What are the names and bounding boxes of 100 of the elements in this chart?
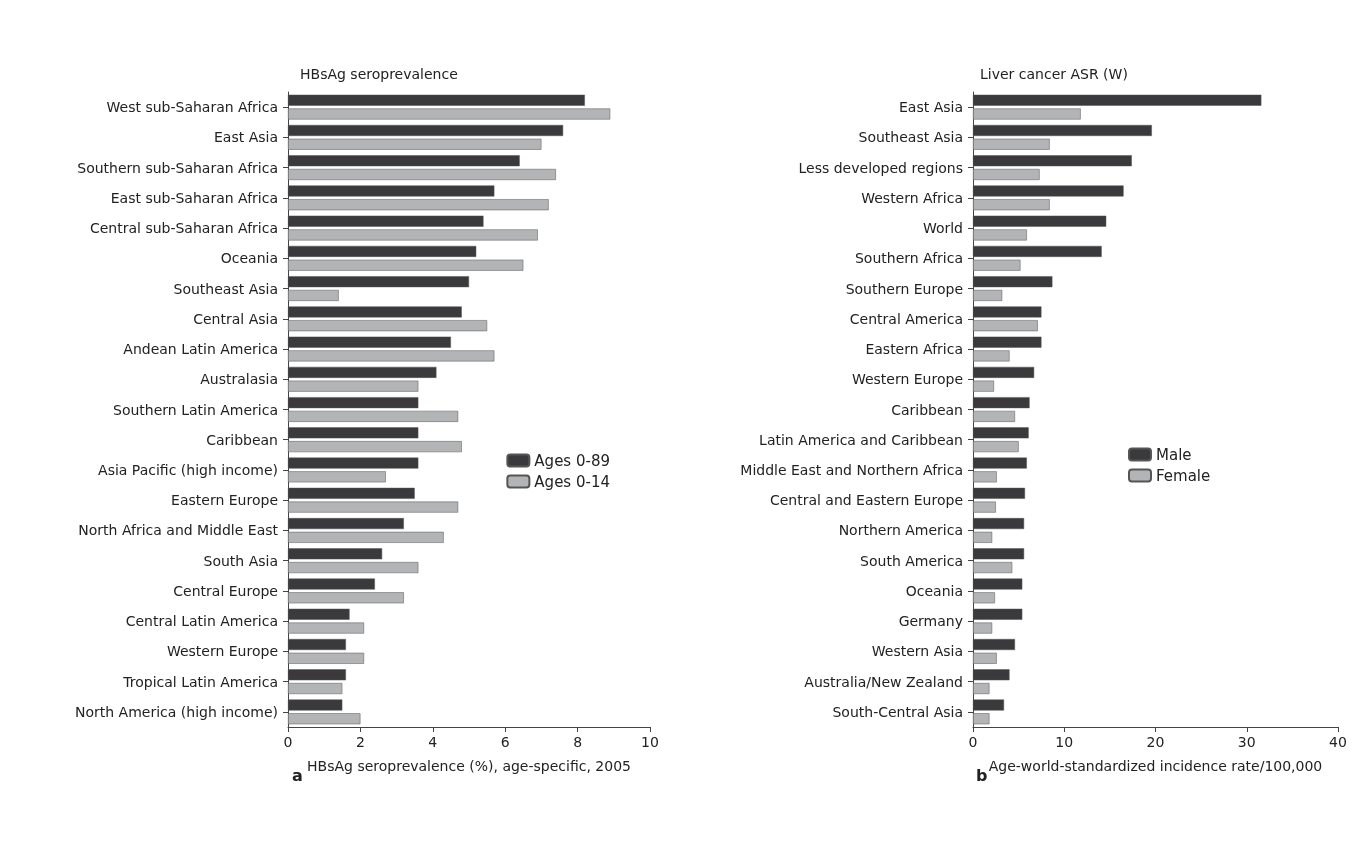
- y-tick-label: Asia Pacific (high income): [98, 461, 278, 478]
- legend-label: Ages 0-14: [534, 472, 610, 491]
- x-tick-label: 2: [355, 734, 365, 750]
- bar: [973, 531, 993, 543]
- bar: [288, 622, 365, 634]
- y-tick-label: Tropical Latin America: [122, 673, 278, 690]
- bar: [288, 562, 419, 574]
- y-tick-label: Southern Europe: [845, 280, 963, 297]
- y-tick-label: Western Africa: [861, 189, 963, 206]
- text: a: [292, 765, 303, 785]
- y-tick-label: North America (high income): [75, 703, 278, 720]
- bar: [288, 199, 549, 211]
- y-tick-label: Central America: [849, 310, 963, 327]
- y-tick-label: South-Central Asia: [832, 703, 963, 720]
- y-tick-label: Oceania: [220, 250, 278, 267]
- y-tick-label: Middle East and Northern Africa: [740, 461, 963, 478]
- y-tick-label: Central and Eastern Europe: [769, 492, 963, 509]
- y-tick-label: Southeast Asia: [858, 129, 963, 146]
- y-tick-label: Northern America: [838, 522, 963, 539]
- bar: [973, 350, 1010, 362]
- y-tick-label: East Asia: [214, 129, 278, 146]
- y-tick-label: Central Asia: [193, 310, 278, 327]
- bar: [288, 138, 542, 150]
- y-tick-label: Eastern Africa: [865, 341, 963, 358]
- y-tick-label: North Africa and Middle East: [78, 522, 279, 539]
- y-tick-label: Southern Latin America: [113, 401, 278, 418]
- x-axis-title: HBsAg seroprevalence (%), age-specific, 2005: [307, 758, 631, 774]
- bar: [973, 441, 1019, 453]
- bar: [973, 229, 1027, 241]
- chart-title: HBsAg seroprevalence: [300, 66, 458, 82]
- y-tick-label: Germany: [898, 613, 963, 630]
- bar: [973, 713, 990, 725]
- bar: [288, 168, 556, 180]
- y-tick-label: Central Latin America: [125, 613, 278, 630]
- y-tick-label: Latin America and Caribbean: [759, 431, 963, 448]
- y-tick-label: Less developed regions: [798, 159, 963, 176]
- bar: [973, 622, 993, 634]
- y-tick-label: South America: [860, 552, 963, 569]
- bar: [288, 471, 386, 483]
- bar: [973, 471, 997, 483]
- x-tick-label: 0: [283, 734, 293, 750]
- x-tick-label: 4: [428, 734, 438, 750]
- y-tick-label: Australasia: [200, 371, 278, 388]
- bar: [288, 229, 538, 241]
- y-tick-label: West sub-Saharan Africa: [106, 99, 278, 116]
- bar: [973, 683, 990, 695]
- bar: [973, 562, 1013, 574]
- y-tick-label: East sub-Saharan Africa: [110, 189, 278, 206]
- x-tick-label: 10: [1055, 734, 1074, 750]
- bar: [973, 138, 1050, 150]
- x-axis-title: Age-world-standardized incidence rate/100,000: [988, 758, 1323, 774]
- legend-label: Female: [1156, 466, 1211, 485]
- y-tick-label: Southern Africa: [854, 250, 963, 267]
- bar: [973, 320, 1038, 332]
- y-tick-label: Central Europe: [173, 582, 278, 599]
- bar: [288, 592, 404, 604]
- bar: [973, 108, 1081, 120]
- y-tick-label: Western Europe: [166, 643, 278, 660]
- y-tick-label: Southern sub-Saharan Africa: [77, 159, 278, 176]
- y-tick-label: Caribbean: [891, 401, 963, 418]
- bar: [288, 683, 343, 695]
- x-tick-label: 10: [641, 734, 659, 750]
- legend-label: Male: [1156, 445, 1192, 464]
- x-tick-label: 6: [500, 734, 510, 750]
- bar: [288, 380, 419, 392]
- bar: [288, 259, 524, 271]
- y-tick-label: South Asia: [203, 552, 278, 569]
- bar: [288, 289, 339, 301]
- bar: [973, 592, 995, 604]
- x-tick-label: 40: [1329, 734, 1347, 750]
- bar: [288, 531, 444, 543]
- y-tick-label: Western Asia: [871, 643, 963, 660]
- legend-label: Ages 0-89: [534, 451, 610, 470]
- y-tick-label: Eastern Europe: [171, 492, 278, 509]
- bar: [288, 652, 365, 664]
- y-tick-label: East Asia: [899, 99, 963, 116]
- bar: [288, 108, 611, 120]
- text: b: [976, 765, 988, 785]
- bar: [973, 652, 997, 664]
- y-tick-label: Central sub-Saharan Africa: [89, 220, 278, 237]
- chart-title: Liver cancer ASR (W): [980, 66, 1128, 82]
- y-tick-label: Australia/New Zealand: [804, 673, 963, 690]
- y-tick-label: Caribbean: [206, 431, 278, 448]
- bar: [973, 380, 994, 392]
- bar: [973, 168, 1040, 180]
- bar: [973, 501, 996, 513]
- y-tick-label: Andean Latin America: [123, 341, 278, 358]
- y-tick-label: Oceania: [905, 582, 963, 599]
- bar: [288, 350, 495, 362]
- bar: [288, 320, 488, 332]
- y-tick-label: Western Europe: [851, 371, 963, 388]
- bar: [288, 713, 361, 725]
- x-tick-label: 30: [1237, 734, 1256, 750]
- x-tick-label: 20: [1146, 734, 1165, 750]
- bar: [973, 199, 1050, 211]
- y-tick-label: Southeast Asia: [173, 280, 278, 297]
- x-tick-label: 8: [573, 734, 583, 750]
- bar: [288, 501, 459, 513]
- bar: [973, 259, 1021, 271]
- bar: [288, 441, 462, 453]
